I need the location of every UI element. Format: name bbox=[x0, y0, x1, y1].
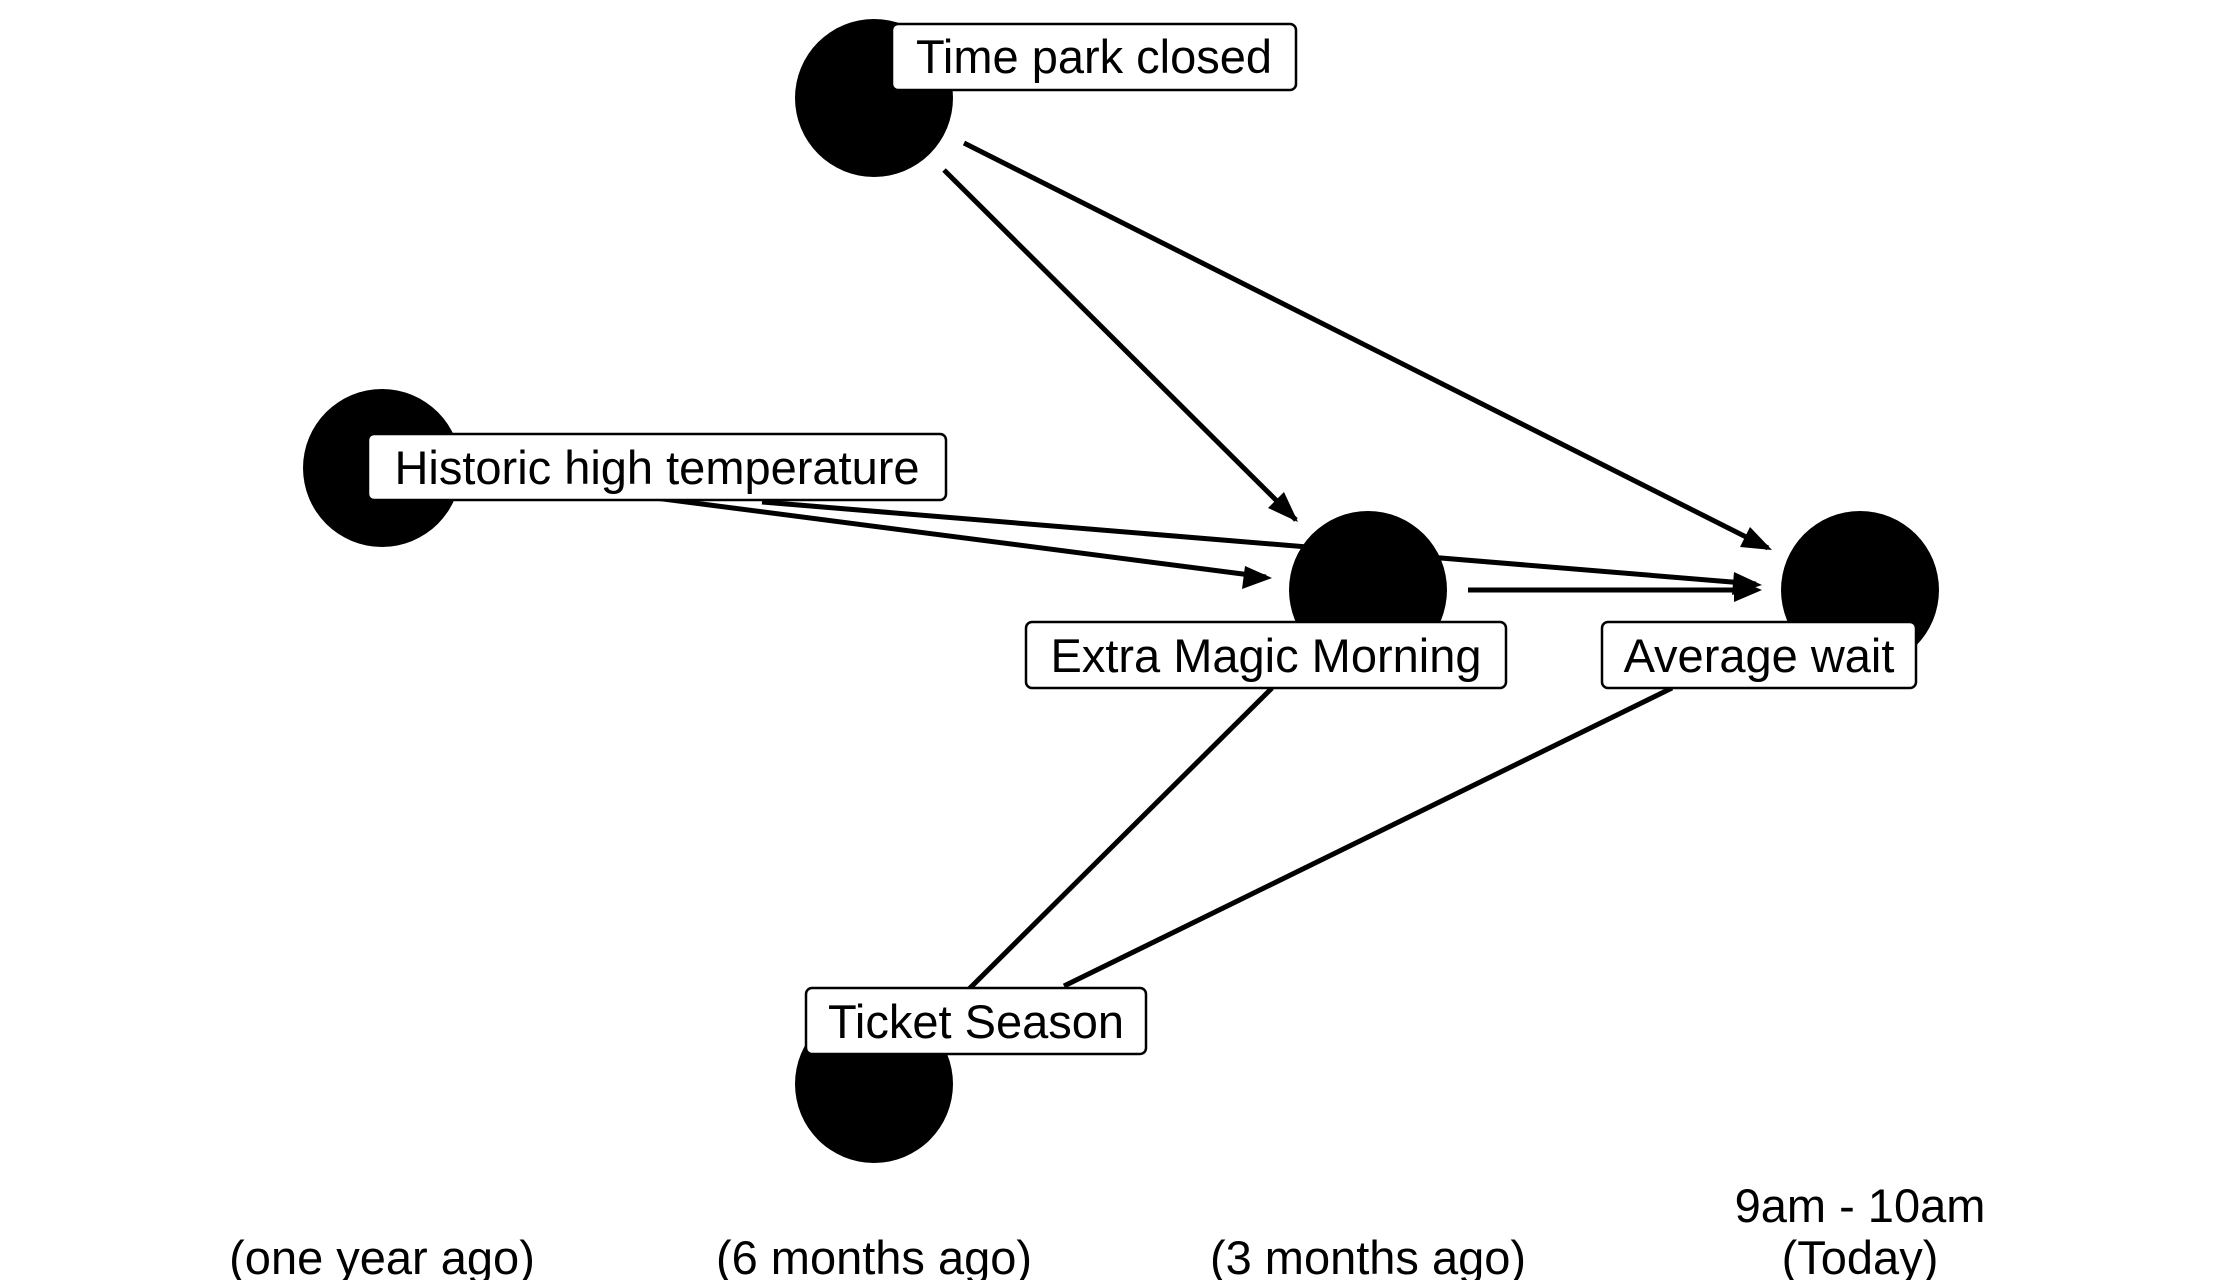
label-box-extra-magic-morning bbox=[1024, 620, 1508, 690]
edge-ticket-season-to-average-wait bbox=[1062, 685, 1674, 989]
edge-historic-high-temperature-to-extra-magic-morning bbox=[639, 493, 1267, 580]
arrowhead-average-wait-from-extra-magic-morning bbox=[1734, 578, 1762, 602]
arrowhead-extra-magic-morning-from-time-park-closed bbox=[1268, 492, 1298, 522]
label-box-average-wait bbox=[1600, 620, 1918, 690]
edge-time-park-closed-to-extra-magic-morning bbox=[942, 168, 1298, 522]
label-historic-high-temperature: Historic high temperature bbox=[394, 441, 919, 494]
label-box-ticket-season bbox=[804, 986, 1148, 1056]
time-label-one-year-ago: (one year ago) bbox=[229, 1231, 535, 1280]
label-extra-magic-morning: Extra Magic Morning bbox=[1051, 629, 1482, 682]
label-ticket-season: Ticket Season bbox=[828, 995, 1124, 1048]
arrowhead-average-wait-from-time-park-closed bbox=[1740, 527, 1772, 550]
edge-time-park-closed-to-average-wait bbox=[962, 140, 1770, 551]
edge-historic-high-temperature-to-average-wait bbox=[761, 499, 1757, 587]
time-label-6-months-ago: (6 months ago) bbox=[716, 1231, 1032, 1280]
label-time-park-closed: Time park closed bbox=[916, 30, 1272, 83]
arrowhead-extra-magic-morning-from-historic-high-temperature bbox=[1242, 566, 1272, 589]
time-label-today: (Today) bbox=[1782, 1231, 1939, 1280]
label-box-time-park-closed bbox=[890, 22, 1298, 92]
edge-ticket-season-to-extra-magic-morning bbox=[966, 686, 1274, 992]
time-label-today-hours: 9am - 10am bbox=[1735, 1179, 1986, 1232]
time-label-3-months-ago: (3 months ago) bbox=[1210, 1231, 1526, 1280]
label-box-historic-high-temperature bbox=[366, 432, 948, 502]
label-average-wait: Average wait bbox=[1624, 629, 1895, 682]
